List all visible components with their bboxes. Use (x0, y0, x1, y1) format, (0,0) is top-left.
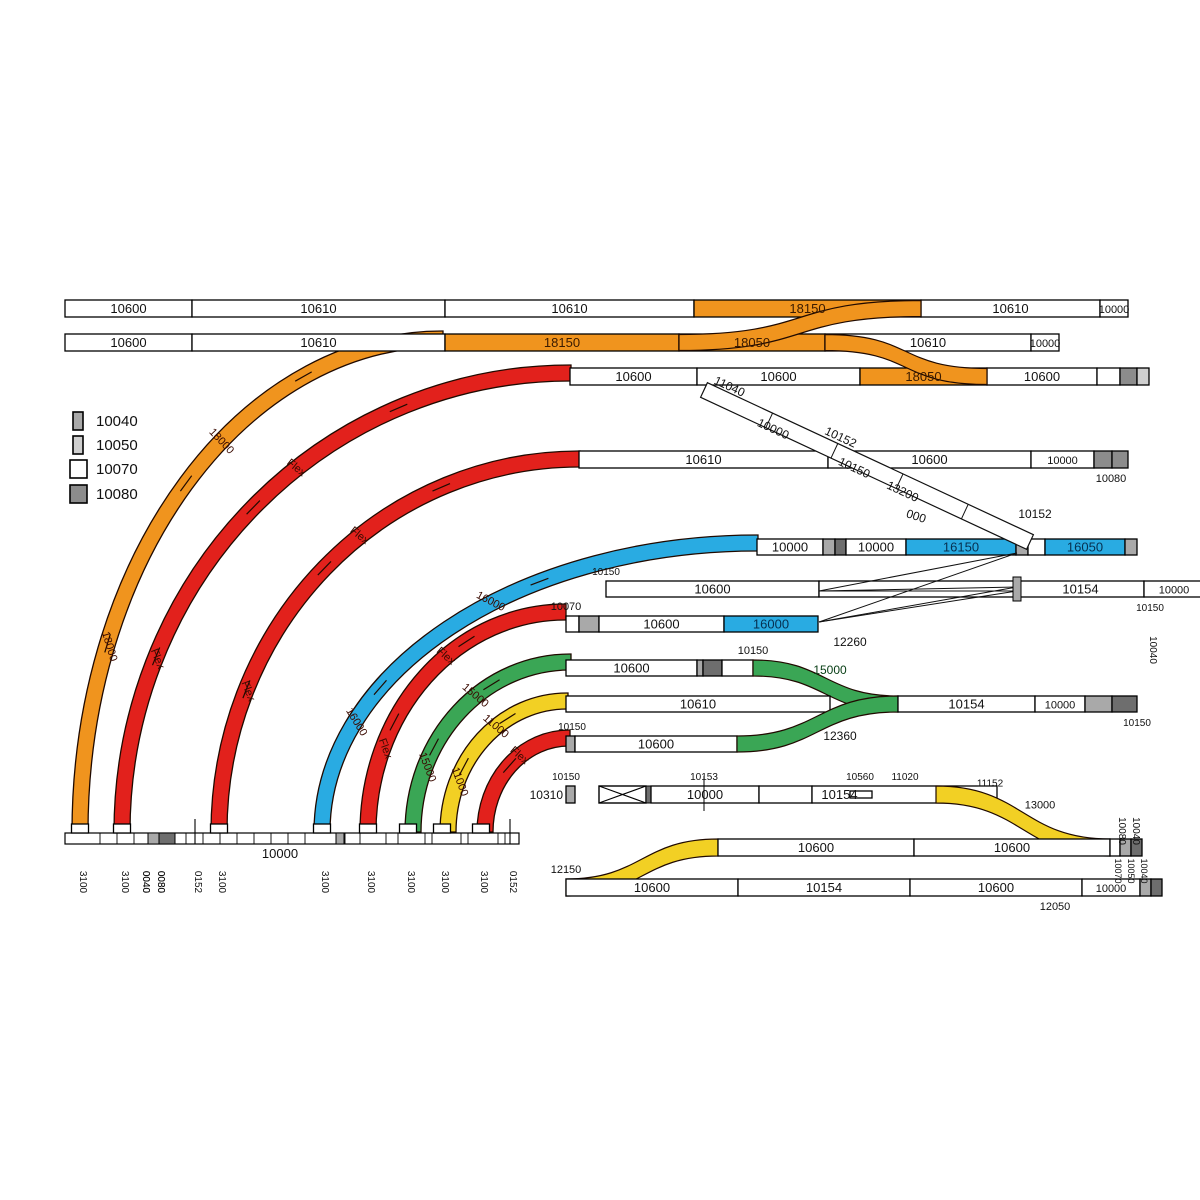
svg-text:10050: 10050 (96, 437, 138, 454)
svg-text:10610: 10610 (551, 301, 587, 316)
svg-text:10600: 10600 (643, 617, 679, 632)
svg-text:10000: 10000 (772, 540, 808, 555)
svg-text:10154: 10154 (806, 880, 842, 895)
svg-text:10070: 10070 (1113, 858, 1123, 883)
svg-text:3100: 3100 (439, 871, 450, 894)
svg-text:10610: 10610 (910, 335, 946, 350)
svg-text:10150: 10150 (592, 567, 620, 578)
svg-text:10080: 10080 (96, 486, 138, 503)
svg-text:10610: 10610 (685, 452, 721, 467)
svg-text:10600: 10600 (634, 880, 670, 895)
svg-text:3100: 3100 (478, 871, 489, 894)
svg-text:10080: 10080 (1116, 817, 1127, 845)
svg-text:18050: 18050 (734, 335, 770, 350)
svg-text:10000: 10000 (262, 846, 298, 861)
svg-text:18050: 18050 (905, 369, 941, 384)
svg-text:16000: 16000 (753, 617, 789, 632)
svg-text:16150: 16150 (943, 540, 979, 555)
svg-text:10050: 10050 (1126, 858, 1136, 883)
svg-text:12150: 12150 (551, 864, 582, 876)
svg-text:10000: 10000 (1096, 883, 1127, 895)
svg-text:0080: 0080 (155, 871, 166, 894)
svg-text:3100: 3100 (405, 871, 416, 894)
svg-text:10150: 10150 (1123, 718, 1151, 729)
svg-text:16050: 16050 (1067, 540, 1103, 555)
svg-text:10153: 10153 (690, 772, 718, 783)
svg-text:10600: 10600 (760, 369, 796, 384)
svg-text:10040: 10040 (1130, 817, 1141, 845)
svg-text:10150: 10150 (738, 645, 769, 657)
svg-text:11152: 11152 (977, 779, 1004, 790)
svg-text:3100: 3100 (77, 871, 88, 894)
svg-text:10600: 10600 (994, 840, 1030, 855)
svg-text:12050: 12050 (1040, 901, 1071, 913)
svg-text:10610: 10610 (680, 697, 716, 712)
svg-text:10152: 10152 (1018, 507, 1052, 521)
svg-text:10040: 10040 (1147, 636, 1158, 664)
svg-text:10610: 10610 (300, 335, 336, 350)
svg-text:13000: 13000 (1025, 800, 1056, 812)
svg-text:10600: 10600 (110, 335, 146, 350)
svg-text:10000: 10000 (687, 787, 723, 802)
svg-text:10610: 10610 (300, 301, 336, 316)
svg-text:10600: 10600 (613, 661, 649, 676)
svg-text:10000: 10000 (858, 540, 894, 555)
svg-text:10000: 10000 (1159, 585, 1190, 597)
svg-text:10150: 10150 (1136, 603, 1164, 614)
svg-text:3100: 3100 (319, 871, 330, 894)
svg-text:10154: 10154 (821, 787, 857, 802)
svg-text:10000: 10000 (1045, 700, 1076, 712)
svg-text:10600: 10600 (911, 452, 947, 467)
svg-text:10040: 10040 (1139, 858, 1149, 883)
svg-text:10310: 10310 (530, 788, 564, 802)
svg-text:0152: 0152 (507, 871, 518, 894)
svg-text:11020: 11020 (891, 772, 919, 783)
svg-text:10150: 10150 (558, 722, 586, 733)
svg-text:10070: 10070 (551, 601, 582, 613)
svg-text:10154: 10154 (948, 697, 984, 712)
svg-text:10600: 10600 (110, 301, 146, 316)
svg-text:10600: 10600 (798, 840, 834, 855)
svg-text:10610: 10610 (992, 301, 1028, 316)
svg-text:15000: 15000 (813, 663, 847, 677)
svg-text:10040: 10040 (96, 413, 138, 430)
svg-text:10560: 10560 (846, 772, 874, 783)
svg-text:18150: 18150 (544, 335, 580, 350)
svg-text:10070: 10070 (96, 461, 138, 478)
svg-text:10600: 10600 (978, 880, 1014, 895)
svg-text:10600: 10600 (694, 582, 730, 597)
svg-text:18150: 18150 (789, 301, 825, 316)
svg-text:3100: 3100 (216, 871, 227, 894)
svg-text:0152: 0152 (192, 871, 203, 894)
svg-text:10150: 10150 (552, 772, 580, 783)
svg-text:10000: 10000 (1099, 304, 1130, 316)
svg-text:10000: 10000 (1047, 455, 1078, 467)
svg-text:0040: 0040 (140, 871, 151, 894)
svg-text:10000: 10000 (1030, 338, 1061, 350)
svg-text:10080: 10080 (1096, 473, 1127, 485)
svg-text:10600: 10600 (638, 737, 674, 752)
svg-text:12360: 12360 (823, 729, 857, 743)
svg-text:10600: 10600 (1024, 369, 1060, 384)
svg-text:12260: 12260 (833, 635, 867, 649)
svg-text:3100: 3100 (365, 871, 376, 894)
svg-text:10154: 10154 (1062, 582, 1098, 597)
svg-text:10600: 10600 (615, 369, 651, 384)
svg-text:3100: 3100 (119, 871, 130, 894)
